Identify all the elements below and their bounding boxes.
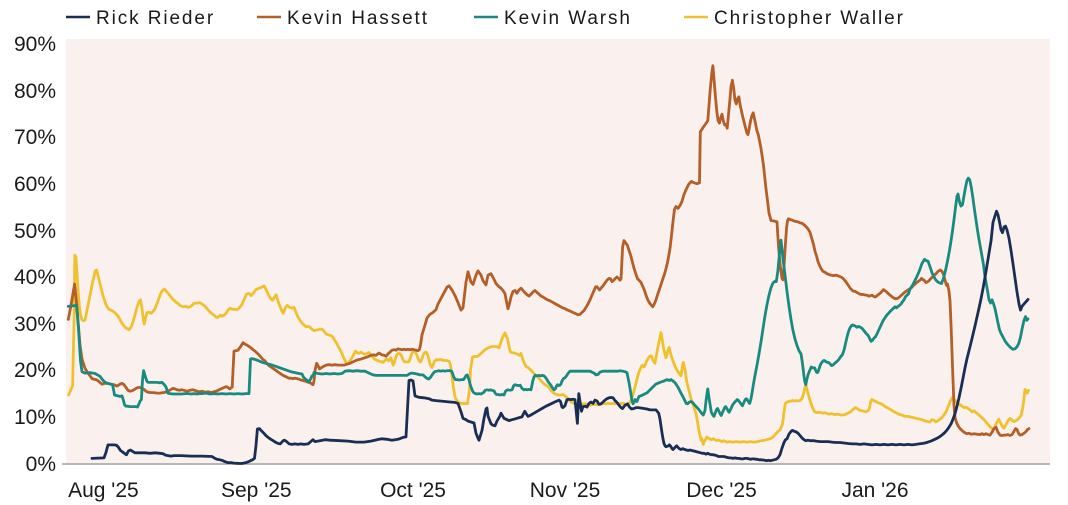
svg-text:Kevin Hassett: Kevin Hassett — [287, 8, 429, 29]
svg-text:30%: 30% — [14, 313, 56, 336]
svg-text:Rick Rieder: Rick Rieder — [96, 8, 215, 29]
svg-text:40%: 40% — [14, 266, 56, 289]
svg-text:20%: 20% — [14, 359, 56, 382]
svg-text:80%: 80% — [14, 80, 56, 103]
svg-text:Dec '25: Dec '25 — [686, 479, 757, 502]
svg-text:Christopher Waller: Christopher Waller — [714, 8, 905, 29]
svg-text:Sep '25: Sep '25 — [221, 479, 292, 502]
svg-text:60%: 60% — [14, 173, 56, 196]
svg-text:Nov '25: Nov '25 — [530, 479, 601, 502]
svg-text:90%: 90% — [14, 33, 56, 56]
svg-text:70%: 70% — [14, 126, 56, 149]
svg-text:Jan '26: Jan '26 — [841, 479, 908, 502]
svg-text:0%: 0% — [26, 453, 56, 476]
svg-text:50%: 50% — [14, 220, 56, 243]
svg-text:Oct '25: Oct '25 — [380, 479, 446, 502]
svg-text:Kevin Warsh: Kevin Warsh — [504, 8, 632, 29]
svg-text:Aug '25: Aug '25 — [68, 479, 139, 502]
svg-text:10%: 10% — [14, 406, 56, 429]
